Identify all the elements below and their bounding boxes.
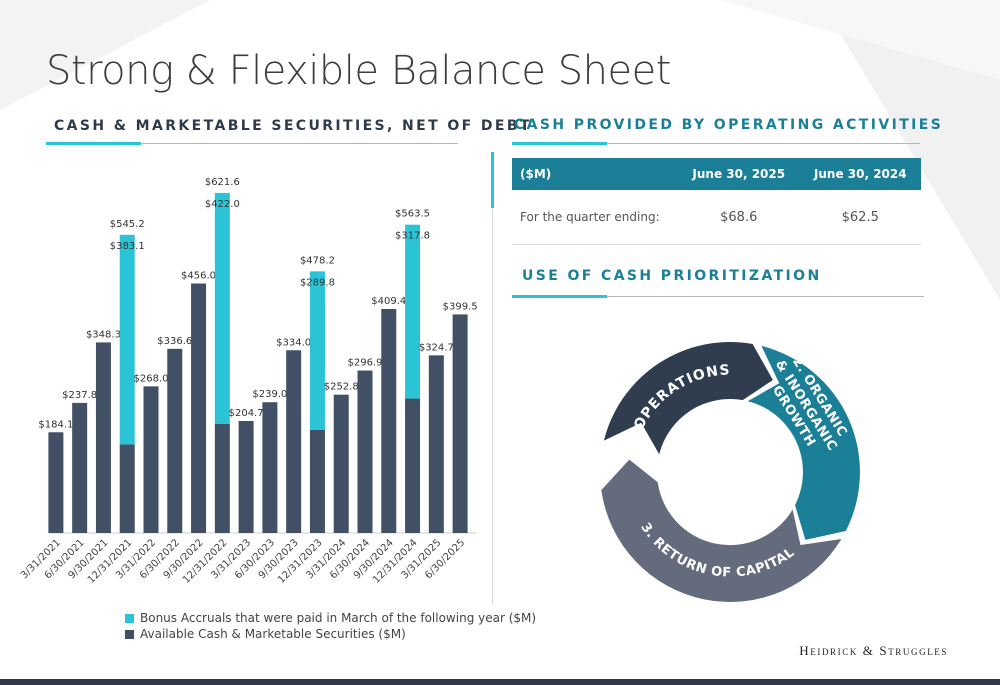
label-available-cash-5: $336.6 (157, 336, 192, 347)
bar-available-cash-16 (428, 355, 444, 533)
header-2025: June 30, 2025 (678, 158, 800, 190)
operating-cash-heading-rule (512, 143, 920, 144)
segment-operations (603, 342, 773, 455)
label-available-cash-6: $456.0 (181, 271, 216, 282)
legend-item-bonus: Bonus Accruals that were paid in March o… (125, 610, 536, 626)
bar-available-cash-2 (95, 342, 111, 533)
label-bonus-7: $422.0 (205, 199, 240, 210)
label-available-cash-0: $184.1 (38, 419, 73, 430)
label-available-cash-2: $348.3 (86, 329, 121, 340)
cash-securities-heading-rule (46, 143, 458, 144)
segment-growth (747, 345, 860, 540)
label-total-15: $563.5 (395, 209, 430, 220)
prioritization-heading: USE OF CASH PRIORITIZATION (522, 268, 822, 284)
table-row: For the quarter ending: $68.6 $62.5 (512, 190, 921, 245)
section-divider (492, 152, 493, 604)
bar-available-cash-13 (357, 370, 373, 533)
chart-legend: Bonus Accruals that were paid in March o… (125, 610, 536, 642)
bar-available-cash-11 (309, 429, 325, 533)
operating-cash-heading-accent (512, 142, 607, 145)
bar-available-cash-1 (72, 402, 88, 533)
label-bonus-3: $383.1 (110, 241, 145, 252)
prioritization-heading-rule (512, 296, 924, 297)
section-divider-accent (491, 152, 494, 208)
label-available-cash-8: $204.7 (229, 408, 264, 419)
bar-available-cash-5 (167, 348, 183, 533)
bar-bonus-3 (119, 234, 135, 445)
value-2024: $62.5 (799, 190, 921, 245)
bar-available-cash-14 (381, 308, 397, 533)
bar-available-cash-4 (143, 386, 159, 533)
value-2025: $68.6 (678, 190, 800, 245)
bar-bonus-11 (309, 271, 325, 430)
bar-available-cash-3 (119, 444, 135, 533)
bar-available-cash-7 (214, 423, 230, 533)
label-available-cash-14: $409.4 (371, 296, 406, 307)
table-header-row: ($M) June 30, 2025 June 30, 2024 (512, 158, 921, 190)
label-bonus-11: $289.8 (300, 277, 335, 288)
label-available-cash-13: $296.9 (348, 358, 383, 369)
bar-available-cash-9 (262, 402, 278, 533)
bar-bonus-15 (405, 224, 421, 399)
bar-available-cash-17 (452, 314, 468, 533)
label-available-cash-17: $399.5 (443, 301, 478, 312)
row-label: For the quarter ending: (512, 190, 678, 245)
label-bonus-15: $317.8 (395, 231, 430, 242)
label-available-cash-16: $324.7 (419, 342, 454, 353)
label-available-cash-12: $252.8 (324, 382, 359, 393)
label-total-3: $545.2 (110, 219, 145, 230)
cash-securities-heading: CASH & MARKETABLE SECURITIES, NET OF DEB… (54, 118, 532, 134)
label-available-cash-10: $334.0 (276, 337, 311, 348)
company-logo: Heidrick & Struggles (799, 643, 948, 658)
page-title: Strong & Flexible Balance Sheet (46, 48, 671, 94)
bar-available-cash-12 (333, 394, 349, 533)
bar-bonus-7 (214, 192, 230, 424)
legend-label-available-cash: Available Cash & Marketable Securities (… (140, 627, 406, 641)
bar-available-cash-0 (48, 432, 64, 533)
cash-securities-heading-accent (46, 142, 141, 145)
segment-return-of-capital (601, 459, 842, 602)
label-total-11: $478.2 (300, 255, 335, 266)
bar-available-cash-8 (238, 420, 254, 533)
bar-available-cash-10 (286, 350, 302, 533)
operating-cash-heading: CASH PROVIDED BY OPERATING ACTIVITIES (514, 117, 944, 133)
cash-prioritization-cycle: 1. OPERATIONS 2. ORGANIC & INORGANIC GRO… (601, 342, 860, 602)
legend-swatch-bonus (125, 613, 134, 623)
footer-bar (0, 679, 1000, 685)
prioritization-heading-accent (512, 295, 607, 298)
label-available-cash-1: $237.8 (62, 390, 97, 401)
legend-swatch-available-cash (125, 629, 134, 639)
header-2024: June 30, 2024 (799, 158, 921, 190)
label-available-cash-4: $268.0 (134, 373, 169, 384)
bar-available-cash-15 (405, 398, 421, 533)
label-available-cash-9: $239.0 (252, 389, 287, 400)
bar-available-cash-6 (191, 283, 207, 533)
legend-label-bonus: Bonus Accruals that were paid in March o… (140, 611, 537, 625)
legend-item-available-cash: Available Cash & Marketable Securities (… (125, 626, 536, 642)
operating-cash-table: ($M) June 30, 2025 June 30, 2024 For the… (512, 158, 921, 245)
header-unit: ($M) (512, 158, 678, 190)
cash-securities-chart: $184.13/31/2021$237.86/30/2021$348.39/30… (19, 177, 478, 586)
label-total-7: $621.6 (205, 177, 240, 188)
